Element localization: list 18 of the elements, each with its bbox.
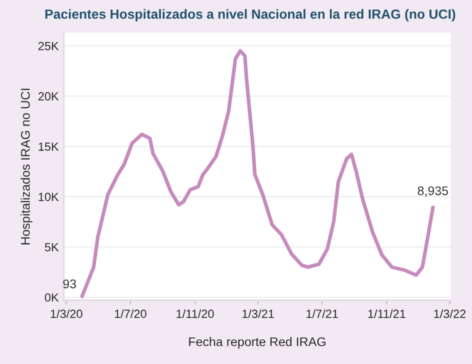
y-tick-label: 10K	[38, 192, 59, 202]
data-label: 93	[63, 279, 76, 288]
y-tick-label: 25K	[38, 42, 59, 50]
data-label: 8,935	[418, 186, 448, 197]
x-tick-label: 1/3/20	[50, 309, 82, 318]
x-tick-label: 1/7/21	[306, 309, 338, 318]
y-axis-title: Hospitalizados IRAG no UCI	[20, 88, 32, 244]
x-axis-title: Fecha reporte Red IRAG	[189, 337, 326, 349]
y-tick-label: 15K	[38, 142, 59, 151]
x-tick-label: 1/3/21	[242, 309, 274, 318]
x-tick-label: 1/7/20	[114, 309, 146, 318]
x-tick-label: 1/3/22	[434, 309, 466, 318]
y-tick-label: 0K	[44, 293, 59, 302]
x-tick-label: 1/11/21	[368, 309, 406, 318]
y-tick-label: 20K	[38, 92, 59, 101]
y-tick-label: 5K	[44, 243, 59, 252]
x-tick-label: 1/11/20	[176, 309, 214, 318]
chart-title: Pacientes Hospitalizados a nivel Nacional en la red IRAG (no UCI)	[45, 9, 456, 22]
